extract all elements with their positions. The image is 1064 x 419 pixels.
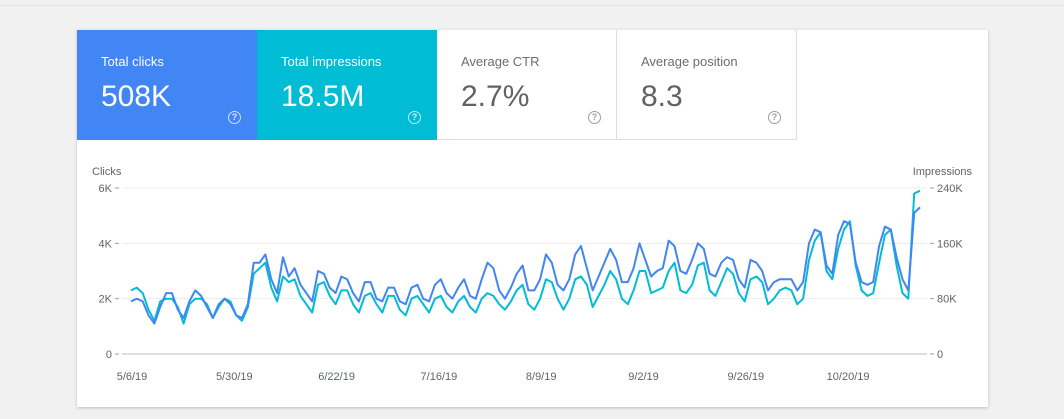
right-axis-label: Impressions [913, 166, 973, 178]
left-tick-label: 0 [106, 349, 112, 361]
help-icon[interactable]: ? [768, 111, 781, 124]
total-impressions-label: Total impressions [281, 54, 382, 69]
x-tick-label: 5/30/19 [216, 371, 253, 383]
total-impressions-value: 18.5M [281, 80, 365, 113]
total-clicks-label: Total clicks [101, 54, 164, 69]
total-clicks-tile[interactable]: Total clicks 508K ? [77, 30, 257, 140]
x-tick-label: 7/16/19 [421, 371, 458, 383]
average-position-tile[interactable]: Average position 8.3 ? [617, 30, 797, 140]
left-tick-label: 4K [99, 238, 113, 250]
help-icon[interactable]: ? [228, 111, 241, 124]
left-tick-label: 2K [99, 294, 113, 306]
right-tick-label: 0 [937, 349, 943, 361]
total-clicks-value: 508K [101, 80, 172, 113]
average-position-value: 8.3 [641, 80, 683, 113]
average-ctr-label: Average CTR [461, 54, 540, 69]
x-tick-label: 5/6/19 [117, 371, 148, 383]
help-icon[interactable]: ? [408, 111, 421, 124]
x-tick-label: 9/2/19 [628, 371, 659, 383]
x-tick-label: 6/22/19 [318, 371, 355, 383]
top-divider [0, 5, 1064, 6]
clicks-line[interactable] [130, 206, 921, 325]
x-tick-label: 9/26/19 [727, 371, 764, 383]
average-ctr-tile[interactable]: Average CTR 2.7% ? [437, 30, 617, 140]
average-ctr-value: 2.7% [461, 80, 530, 113]
x-tick-label: 8/9/19 [526, 371, 557, 383]
total-impressions-tile[interactable]: Total impressions 18.5M ? [257, 30, 437, 140]
right-tick-label: 80K [937, 294, 957, 306]
average-position-label: Average position [641, 54, 738, 69]
right-tick-label: 160K [937, 238, 963, 250]
x-tick-label: 10/20/19 [827, 371, 870, 383]
right-tick-label: 240K [937, 183, 963, 195]
performance-card: Total clicks 508K ? Total impressions 18… [77, 30, 988, 407]
help-icon[interactable]: ? [588, 111, 601, 124]
impressions-line[interactable] [130, 189, 921, 325]
left-axis-label: Clicks [92, 166, 122, 178]
left-tick-label: 6K [99, 183, 113, 195]
